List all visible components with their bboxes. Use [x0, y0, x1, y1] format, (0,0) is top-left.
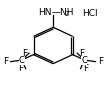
Text: C: C	[19, 56, 25, 65]
Text: C: C	[81, 56, 87, 65]
Text: F: F	[97, 57, 102, 66]
Text: F: F	[18, 64, 23, 73]
Text: F: F	[3, 57, 8, 66]
Text: 2: 2	[64, 11, 69, 17]
Text: HCl: HCl	[82, 9, 97, 18]
Text: F: F	[79, 49, 84, 58]
Text: —NH: —NH	[52, 8, 74, 17]
Text: HN: HN	[38, 8, 52, 17]
Text: F: F	[22, 49, 27, 58]
Text: F: F	[82, 64, 87, 73]
